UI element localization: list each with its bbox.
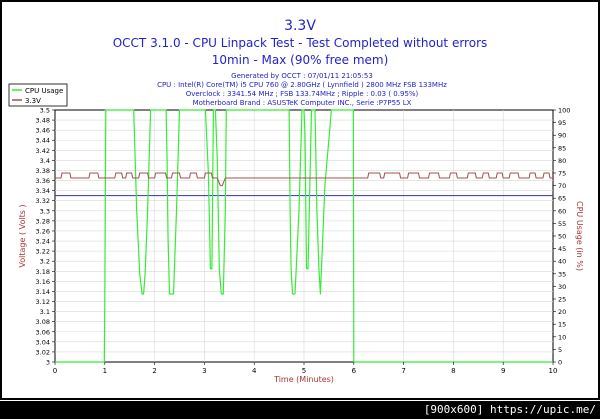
grid (55, 110, 553, 362)
x-tick-label: 7 (401, 367, 405, 375)
y-tick-left-label: 3.02 (36, 348, 50, 356)
y-tick-right-label: 15 (558, 321, 566, 329)
y-axis-label-left: Voltage ( Volts ) (18, 204, 27, 267)
y-tick-right-label: 95 (558, 119, 566, 127)
y-tick-right-label: 75 (558, 170, 566, 178)
legend: CPU Usage 3.3V (8, 83, 68, 107)
watermark: [900x600] https://upic.me/ (0, 401, 600, 419)
y-tick-right-label: 30 (558, 283, 566, 291)
y-tick-right-label: 5 (558, 346, 562, 354)
x-tick-label: 1 (103, 367, 107, 375)
x-tick-label: 0 (53, 367, 57, 375)
info-line-motherboard: Motherboard Brand : ASUSTeK Computer INC… (193, 99, 412, 107)
y-tick-right-label: 10 (558, 333, 566, 341)
info-line-cpu: CPU : Intel(R) Core(TM) i5 CPU 760 @ 2.8… (157, 81, 447, 89)
series-line-3-3v (55, 172, 553, 187)
legend-label-cpu-usage: CPU Usage (25, 87, 63, 95)
y-tick-left-label: 3.2 (40, 258, 50, 266)
y-tick-right-label: 25 (558, 296, 566, 304)
legend-label-3-3v: 3.3V (25, 97, 41, 105)
y-tick-right-label: 85 (558, 144, 566, 152)
y-tick-right-label: 60 (558, 207, 566, 215)
x-tick-label: 9 (501, 367, 505, 375)
y-tick-left-label: 3.32 (36, 197, 50, 205)
y-tick-right-label: 70 (558, 182, 566, 190)
y-tick-right-label: 80 (558, 157, 566, 165)
y-tick-left-label: 3.5 (40, 107, 50, 115)
y-tick-left-label: 3.44 (36, 137, 50, 145)
y-tick-left-label: 3.22 (36, 248, 50, 256)
y-tick-right-label: 40 (558, 258, 566, 266)
x-tick-label: 3 (202, 367, 206, 375)
x-tick-label: 5 (302, 367, 306, 375)
y-tick-left-label: 3.08 (36, 318, 50, 326)
x-axis-label: Time (Minutes) (273, 375, 334, 384)
y-tick-left-label: 3.14 (36, 288, 50, 296)
y-tick-left-label: 3.1 (40, 308, 50, 316)
chart-title: 3.3V (284, 18, 316, 34)
chart-subtitle-2: 10min - Max (90% free mem) (212, 53, 389, 67)
y-tick-left-label: 3.06 (36, 328, 50, 336)
y-tick-left-label: 3.12 (36, 298, 50, 306)
ticks-group: 3 3.02 3.04 3.06 3.08 3.1 3.12 3.14 3.16 3.18 3.2 3… (36, 107, 571, 376)
y-tick-left-label: 3.4 (40, 157, 50, 165)
x-tick-label: 6 (352, 367, 357, 375)
y-tick-left-label: 3.36 (36, 177, 50, 185)
y-tick-right-label: 50 (558, 233, 566, 241)
y-tick-right-label: 100 (558, 107, 570, 115)
x-tick-label: 8 (451, 367, 455, 375)
y-tick-left-label: 3.28 (36, 217, 50, 225)
y-tick-left-label: 3.26 (36, 227, 50, 235)
x-tick-label: 4 (252, 367, 257, 375)
y-tick-left-label: 3.34 (36, 187, 50, 195)
y-tick-right-label: 35 (558, 270, 566, 278)
y-tick-right-label: 0 (558, 359, 562, 367)
series-group (55, 109, 553, 363)
y-tick-left-label: 3.16 (36, 278, 50, 286)
y-tick-right-label: 20 (558, 308, 566, 316)
y-tick-right-label: 90 (558, 132, 566, 140)
y-tick-left-label: 3.48 (36, 117, 50, 125)
y-tick-left-label: 3.04 (36, 338, 50, 346)
y-axis-label-right: CPU Usage (in %) (575, 201, 584, 271)
y-tick-left-label: 3.18 (36, 268, 50, 276)
y-tick-left-label: 3.3 (40, 207, 50, 215)
y-tick-left-label: 3 (46, 359, 50, 367)
y-tick-left-label: 3.24 (36, 238, 50, 246)
info-line-generated: Generated by OCCT : 07/01/11 21:05:53 (231, 72, 373, 80)
y-tick-right-label: 55 (558, 220, 566, 228)
series-line-cpu-usage (55, 109, 553, 363)
y-tick-right-label: 65 (558, 195, 566, 203)
chart-subtitle: OCCT 3.1.0 - CPU Linpack Test - Test Com… (113, 36, 488, 50)
y-tick-left-label: 3.38 (36, 167, 50, 175)
x-tick-label: 2 (152, 367, 156, 375)
legend-box (8, 83, 68, 107)
y-tick-right-label: 45 (558, 245, 566, 253)
chart-frame: 3.3V OCCT 3.1.0 - CPU Linpack Test - Tes… (0, 0, 600, 400)
x-tick-label: 10 (549, 367, 558, 375)
y-tick-left-label: 3.42 (36, 147, 50, 155)
info-line-overclock: Overclock : 3341.54 MHz ; FSB 133.74MHz … (186, 90, 419, 98)
y-tick-left-label: 3.46 (36, 127, 50, 135)
chart-svg: 3.3V OCCT 3.1.0 - CPU Linpack Test - Tes… (8, 18, 584, 384)
